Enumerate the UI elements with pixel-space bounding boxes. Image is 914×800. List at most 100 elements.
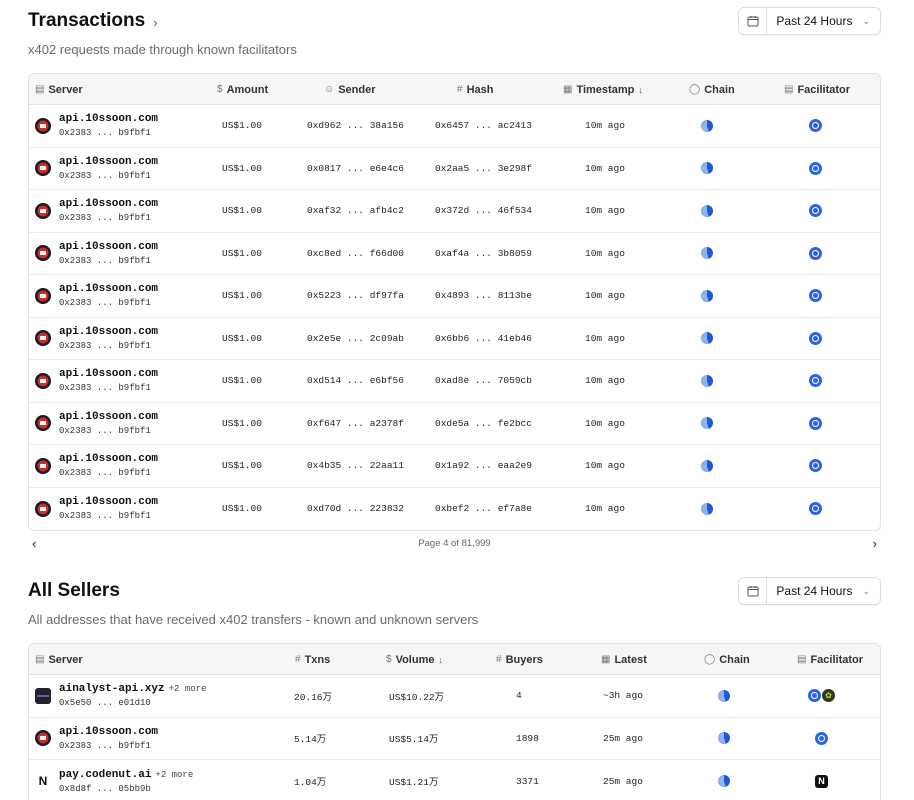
server-address[interactable]: 0x8d8f ... 05bb9b [59,783,151,794]
coinbase-facilitator-icon[interactable] [809,416,822,430]
hash-cell[interactable]: 0x372d ... 46f534 [435,205,532,217]
table-row[interactable]: api.10ssoon.com 0x2383 ... b9fbf1 US$1.0… [29,488,880,531]
column-txns[interactable]: # Txns [295,653,331,666]
server-cell[interactable]: api.10ssoon.com 0x2383 ... b9fbf1 [59,488,158,531]
table-row[interactable]: api.10ssoon.com 0x2383 ... b9fbf1 US$1.0… [29,233,880,275]
coinbase-facilitator-icon[interactable] [809,289,822,303]
server-address[interactable]: 0x2383 ... b9fbf1 [59,468,151,479]
column-volume[interactable]: $ Volume ↓ [386,653,443,666]
sellers-range-select[interactable]: Past 24 Hours ⌄ [738,577,881,605]
server-cell[interactable]: pay.codenut.ai +2 more 0x8d8f ... 05bb9b [59,760,193,800]
coinbase-facilitator-icon[interactable] [809,502,822,516]
sender-cell[interactable]: 0xd70d ... 223832 [307,503,404,515]
column-timestamp[interactable]: ▦ Timestamp ↓ [563,83,643,96]
server-cell[interactable]: ainalyst-api.xyz +2 more 0x5e50 ... e01d1… [59,675,206,717]
column-sender[interactable]: ☺ Sender [324,83,376,96]
server-cell[interactable]: api.10ssoon.com 0x2383 ... b9fbf1 [59,403,158,445]
hash-cell[interactable]: 0x4893 ... 8113be [435,290,532,302]
column-chain[interactable]: ◯ Chain [704,653,750,666]
sender-cell[interactable]: 0x2e5e ... 2c09ab [307,332,404,344]
sender-cell[interactable]: 0xd962 ... 38a156 [307,120,404,132]
table-row[interactable]: ainalyst-api.xyz +2 more 0x5e50 ... e01d1… [29,675,880,718]
server-address[interactable]: 0x2383 ... b9fbf1 [59,511,151,522]
server-cell[interactable]: api.10ssoon.com 0x2383 ... b9fbf1 [59,318,158,360]
transactions-title[interactable]: Transactions [28,10,146,31]
server-address[interactable]: 0x2383 ... b9fbf1 [59,425,151,436]
hash-cell[interactable]: 0x6457 ... ac2413 [435,120,532,132]
column-chain[interactable]: ◯ Chain [689,83,735,96]
column-hash[interactable]: # Hash [457,83,494,96]
server-cell[interactable]: api.10ssoon.com 0x2383 ... b9fbf1 [59,233,158,275]
sender-cell[interactable]: 0xc8ed ... f66d00 [307,247,404,259]
server-cell[interactable]: api.10ssoon.com 0x2383 ... b9fbf1 [59,190,158,232]
column-latest[interactable]: ▦ Latest [601,653,647,666]
codenut-facilitator-icon[interactable]: N [815,774,828,788]
coinbase-facilitator-icon[interactable] [809,204,822,218]
coinbase-facilitator-icon[interactable] [809,246,822,260]
server-address[interactable]: 0x2383 ... b9fbf1 [59,340,151,351]
server-name[interactable]: api.10ssoon.com [59,198,159,211]
hash-cell[interactable]: 0xde5a ... fe2bcc [435,417,532,429]
server-name[interactable]: api.10ssoon.com [59,453,159,466]
server-name[interactable]: api.10ssoon.com [59,725,159,738]
leaf-facilitator-icon[interactable]: ✿ [822,689,835,703]
more-servers-link[interactable]: +2 more [168,684,207,695]
server-address[interactable]: 0x2383 ... b9fbf1 [59,170,151,181]
table-row[interactable]: api.10ssoon.com 0x2383 ... b9fbf1 US$1.0… [29,318,880,360]
transactions-range-select[interactable]: Past 24 Hours ⌄ [738,7,881,35]
sender-cell[interactable]: 0x5223 ... df97fa [307,290,404,302]
server-name[interactable]: pay.codenut.ai +2 more [59,768,194,781]
server-name[interactable]: api.10ssoon.com [59,325,159,338]
table-row[interactable]: api.10ssoon.com 0x2383 ... b9fbf1 US$1.0… [29,445,880,488]
server-name[interactable]: api.10ssoon.com [59,240,159,253]
column-server[interactable]: ▤ Server [35,83,83,96]
hash-cell[interactable]: 0x6bb6 ... 41eb46 [435,332,532,344]
hash-cell[interactable]: 0xad8e ... 7059cb [435,375,532,387]
table-row[interactable]: N pay.codenut.ai +2 more 0x8d8f ... 05bb9… [29,760,880,800]
table-row[interactable]: api.10ssoon.com 0x2383 ... b9fbf1 US$1.0… [29,105,880,148]
table-row[interactable]: api.10ssoon.com 0x2383 ... b9fbf1 US$1.0… [29,275,880,318]
prev-page-button[interactable]: ‹ [32,536,37,551]
server-name[interactable]: api.10ssoon.com [59,410,159,423]
coinbase-facilitator-icon[interactable] [815,731,828,745]
chevron-right-icon[interactable]: › [153,14,158,30]
sender-cell[interactable]: 0xd514 ... e6bf56 [307,375,404,387]
coinbase-facilitator-icon[interactable] [809,161,822,175]
arrow-down-icon[interactable]: ↓ [638,84,643,95]
server-cell[interactable]: api.10ssoon.com 0x2383 ... b9fbf1 [59,718,162,760]
hash-cell[interactable]: 0x1a92 ... eaa2e9 [435,460,532,472]
column-facilitator[interactable]: ▤ Facilitator [797,653,864,666]
table-row[interactable]: api.10ssoon.com 0x2383 ... b9fbf1 US$1.0… [29,190,880,233]
sender-cell[interactable]: 0x0817 ... e6e4c6 [307,162,404,174]
coinbase-facilitator-icon[interactable] [809,374,822,388]
server-name[interactable]: api.10ssoon.com [59,496,159,509]
server-name[interactable]: api.10ssoon.com [59,155,159,168]
sender-cell[interactable]: 0xf647 ... a2378f [307,417,404,429]
server-address[interactable]: 0x2383 ... b9fbf1 [59,740,151,751]
hash-cell[interactable]: 0xaf4a ... 3b8059 [435,247,532,259]
column-amount[interactable]: $ Amount [217,83,269,96]
coinbase-facilitator-icon[interactable] [809,459,822,473]
coinbase-facilitator-icon[interactable] [809,119,822,133]
coinbase-facilitator-icon[interactable] [808,689,821,703]
table-row[interactable]: api.10ssoon.com 0x2383 ... b9fbf1 5.14万 … [29,718,880,760]
server-address[interactable]: 0x2383 ... b9fbf1 [59,128,151,139]
server-name[interactable]: api.10ssoon.com [59,368,159,381]
sender-cell[interactable]: 0xaf32 ... afb4c2 [307,205,404,217]
column-server[interactable]: ▤ Server [35,653,83,666]
server-cell[interactable]: api.10ssoon.com 0x2383 ... b9fbf1 [59,148,158,190]
more-servers-link[interactable]: +2 more [155,769,194,780]
column-buyers[interactable]: # Buyers [496,653,543,666]
server-address[interactable]: 0x2383 ... b9fbf1 [59,383,151,394]
server-cell[interactable]: api.10ssoon.com 0x2383 ... b9fbf1 [59,105,158,147]
server-cell[interactable]: api.10ssoon.com 0x2383 ... b9fbf1 [59,360,158,402]
server-address[interactable]: 0x2383 ... b9fbf1 [59,298,151,309]
server-name[interactable]: ainalyst-api.xyz +2 more [59,683,207,696]
server-cell[interactable]: api.10ssoon.com 0x2383 ... b9fbf1 [59,445,158,487]
server-address[interactable]: 0x2383 ... b9fbf1 [59,255,151,266]
server-address[interactable]: 0x5e50 ... e01d10 [59,698,151,709]
coinbase-facilitator-icon[interactable] [809,331,822,345]
next-page-button[interactable]: › [872,536,877,551]
server-cell[interactable]: api.10ssoon.com 0x2383 ... b9fbf1 [59,275,158,317]
hash-cell[interactable]: 0x2aa5 ... 3e298f [435,162,532,174]
